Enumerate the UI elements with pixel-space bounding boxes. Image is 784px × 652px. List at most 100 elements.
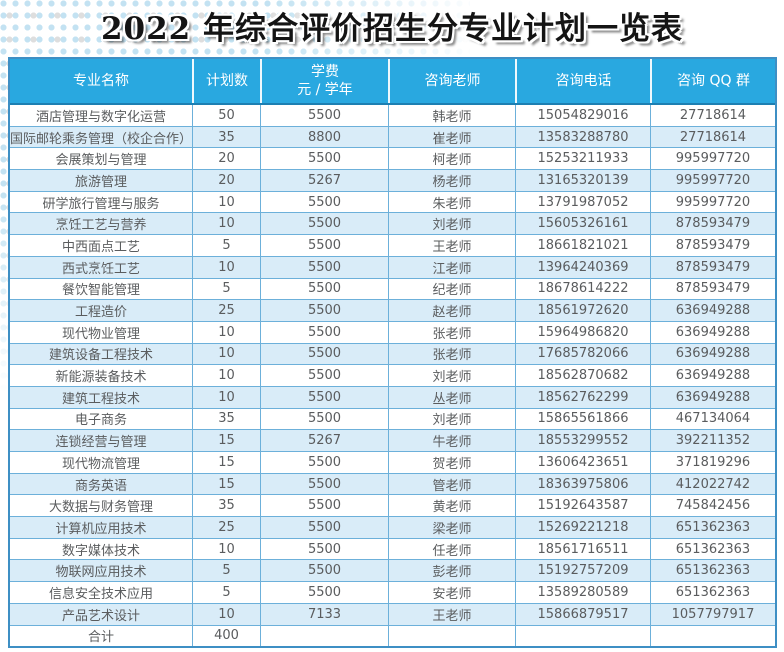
cell-plan: 15	[192, 452, 260, 473]
cell-major: 计算机应用技术	[55, 521, 147, 537]
cell-plan: 10	[192, 213, 260, 235]
cell-total-plan: 400	[192, 625, 260, 647]
cell-qq: 412022742	[650, 473, 775, 495]
cell-major: 连锁经营与管理	[55, 435, 147, 451]
cell-major: 电子商务	[74, 413, 127, 429]
table-row: 商务英语 15 5500 管老师 18363975806 412022742	[10, 472, 775, 495]
cell-tuition: 5500	[260, 256, 388, 278]
cell-plan: 50	[192, 105, 260, 126]
cell-qq: 995997720	[650, 170, 775, 191]
cell-total-label: 合计	[87, 630, 114, 646]
cell-major: 旅游管理	[74, 174, 127, 190]
cell-plan: 25	[192, 517, 260, 538]
cell-teacher: 彭老师	[388, 560, 515, 582]
cell-major: 商务英语	[74, 478, 127, 494]
table-row: 烹饪工艺与营养 10 5500 刘老师 15605326161 878593479	[10, 212, 775, 235]
cell-teacher: 王老师	[388, 235, 515, 256]
cell-major: 烹饪工艺与营养	[55, 218, 147, 234]
table-body: 酒店管理与数字化运营 50 5500 韩老师 15054829016 27718614 国际…	[10, 105, 775, 647]
table-row: 现代物业管理 10 5500 张老师 15964986820 636949288	[10, 320, 775, 343]
cell-tuition: 5500	[260, 538, 388, 560]
cell-phone: 18562762299	[515, 386, 650, 408]
cell-teacher: 崔老师	[388, 126, 515, 148]
cell-phone: 18363975806	[515, 473, 650, 495]
cell-phone: 13589280589	[515, 582, 650, 603]
cell-qq: 745842456	[650, 495, 775, 517]
cell-qq: 27718614	[650, 126, 775, 148]
cell-major: 中西面点工艺	[61, 239, 140, 255]
table-row: 物联网应用技术 5 5500 彭老师 15192757209 651362363	[10, 559, 775, 582]
cell-qq: 636949288	[650, 365, 775, 386]
table-row: 酒店管理与数字化运营 50 5500 韩老师 15054829016 27718614	[10, 105, 775, 126]
cell-phone: 15865561866	[515, 408, 650, 430]
table-row: 工程造价 25 5500 赵老师 18561972620 636949288	[10, 299, 775, 321]
cell-major: 大数据与财务管理	[48, 500, 153, 516]
table-row: 西式烹饪工艺 10 5500 江老师 13964240369 878593479	[10, 255, 775, 278]
table-row: 中西面点工艺 5 5500 王老师 18661821021 878593479	[10, 234, 775, 256]
cell-phone: 13583288780	[515, 126, 650, 148]
cell-phone: 18678614222	[515, 278, 650, 300]
cell-teacher: 杨老师	[388, 170, 515, 191]
cell-phone: 18553299552	[515, 430, 650, 451]
cell-qq: 371819296	[650, 452, 775, 473]
table-row: 产品艺术设计 10 7133 王老师 15866879517 1057797917	[10, 602, 775, 625]
cell-plan: 10	[192, 256, 260, 278]
cell-phone: 13606423651	[515, 452, 650, 473]
table-row: 建筑工程技术 10 5500 丛老师 18562762299 636949288	[10, 385, 775, 408]
cell-plan: 15	[192, 473, 260, 495]
cell-teacher: 张老师	[388, 321, 515, 343]
column-header-tuition-line2: 元 / 学年	[297, 82, 353, 98]
cell-major: 现代物流管理	[61, 456, 140, 472]
cell-qq: 467134064	[650, 408, 775, 430]
cell-plan: 10	[192, 191, 260, 213]
cell-teacher: 贺老师	[388, 452, 515, 473]
table-row: 新能源装备技术 10 5500 刘老师 18562870682 636949288	[10, 364, 775, 386]
cell-teacher: 任老师	[388, 538, 515, 560]
cell-teacher: 管老师	[388, 473, 515, 495]
cell-teacher: 刘老师	[388, 408, 515, 430]
cell-phone: 15866879517	[515, 603, 650, 625]
cell-phone: 15192643587	[515, 495, 650, 517]
cell-teacher: 赵老师	[388, 300, 515, 321]
table-row: 餐饮智能管理 5 5500 纪老师 18678614222 878593479	[10, 277, 775, 300]
cell-tuition: 7133	[260, 603, 388, 625]
cell-tuition: 5500	[260, 321, 388, 343]
column-header-tuition: 学费 元 / 学年	[260, 59, 388, 103]
column-header-qq: 咨询 QQ 群	[650, 59, 775, 103]
cell-phone: 15253211933	[515, 148, 650, 170]
cell-plan: 5	[192, 560, 260, 582]
cell-tuition: 5267	[260, 430, 388, 451]
cell-plan: 10	[192, 321, 260, 343]
cell-plan: 35	[192, 126, 260, 148]
cell-major: 研学旅行管理与服务	[42, 196, 160, 212]
cell-plan: 20	[192, 170, 260, 191]
table-row: 现代物流管理 15 5500 贺老师 13606423651 371819296	[10, 451, 775, 473]
cell-phone: 13964240369	[515, 256, 650, 278]
cell-qq: 651362363	[650, 582, 775, 603]
cell-phone: 13791987052	[515, 191, 650, 213]
cell-qq: 1057797917	[650, 603, 775, 625]
cell-teacher: 柯老师	[388, 148, 515, 170]
cell-tuition: 5500	[260, 278, 388, 300]
cell-tuition: 5500	[260, 517, 388, 538]
cell-phone: 15269221218	[515, 517, 650, 538]
page-title: 2022 年综合评价招生分专业计划一览表	[100, 11, 684, 47]
column-header-major-label: 专业名称	[73, 72, 129, 89]
cell-empty	[650, 625, 775, 647]
cell-tuition: 5500	[260, 148, 388, 170]
table-total-row: 合计 400	[10, 624, 775, 647]
cell-teacher: 安老师	[388, 582, 515, 603]
table-row: 国际邮轮乘务管理（校企合作） 35 8800 崔老师 13583288780 277186…	[10, 125, 775, 148]
cell-phone: 13165320139	[515, 170, 650, 191]
cell-plan: 5	[192, 235, 260, 256]
column-header-plan: 计划数	[192, 59, 260, 103]
cell-phone: 15964986820	[515, 321, 650, 343]
table-row: 旅游管理 20 5267 杨老师 13165320139 995997720	[10, 169, 775, 191]
cell-phone: 18561716511	[515, 538, 650, 560]
cell-teacher: 牛老师	[388, 430, 515, 451]
cell-tuition: 8800	[260, 126, 388, 148]
cell-qq: 636949288	[650, 321, 775, 343]
table-row: 信息安全技术应用 5 5500 安老师 13589280589 651362363	[10, 581, 775, 603]
table-row: 会展策划与管理 20 5500 柯老师 15253211933 995997720	[10, 147, 775, 170]
cell-tuition: 5500	[260, 105, 388, 126]
